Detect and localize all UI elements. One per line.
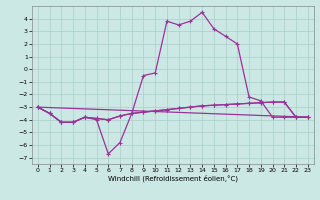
X-axis label: Windchill (Refroidissement éolien,°C): Windchill (Refroidissement éolien,°C) (108, 175, 238, 182)
